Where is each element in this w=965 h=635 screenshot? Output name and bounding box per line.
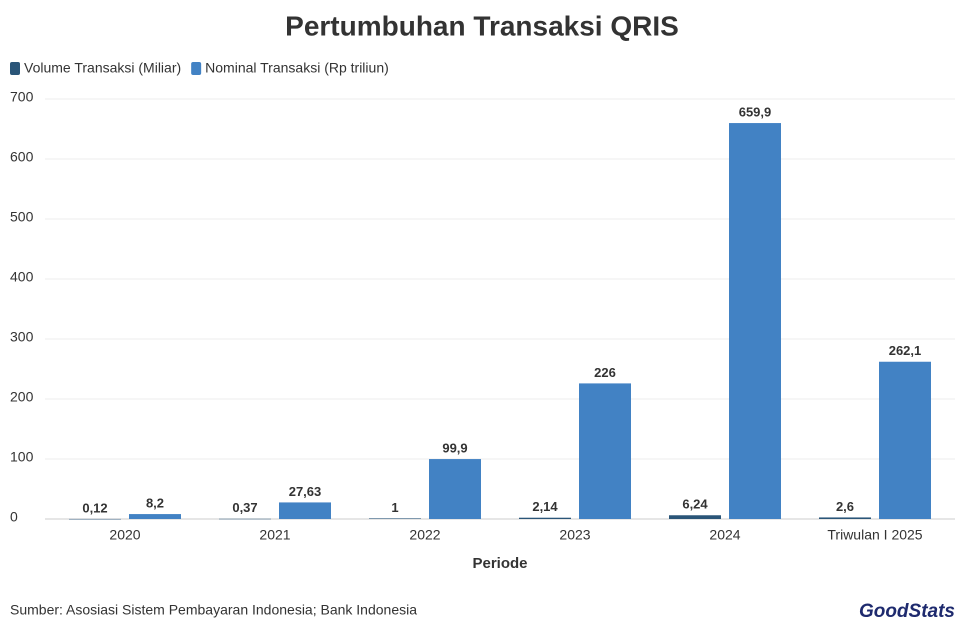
legend-label: Volume Transaksi (Miliar) <box>24 60 181 76</box>
bar <box>669 515 721 519</box>
x-axis-title: Periode <box>472 555 527 572</box>
bar <box>219 518 271 520</box>
data-label: 8,2 <box>146 496 164 511</box>
y-tick-label: 100 <box>10 449 34 465</box>
data-label: 2,14 <box>532 499 558 514</box>
x-tick-label: Triwulan I 2025 <box>827 527 922 543</box>
bar <box>279 502 331 519</box>
legend-label: Nominal Transaksi (Rp triliun) <box>205 60 389 76</box>
bar <box>579 383 631 519</box>
legend-swatch <box>10 62 20 75</box>
y-tick-label: 300 <box>10 329 34 345</box>
data-label: 99,9 <box>442 440 467 455</box>
y-tick-label: 0 <box>10 509 18 525</box>
chart-title: Pertumbuhan Transaksi QRIS <box>285 10 679 41</box>
y-tick-label: 700 <box>10 89 34 105</box>
source: Sumber: Asosiasi Sistem Pembayaran Indon… <box>10 602 417 618</box>
x-tick-label: 2024 <box>709 527 740 543</box>
data-label: 27,63 <box>289 484 322 499</box>
data-label: 659,9 <box>739 104 772 119</box>
x-tick-label: 2023 <box>559 527 590 543</box>
bar <box>819 517 871 519</box>
y-tick-label: 500 <box>10 209 34 225</box>
data-label: 0,37 <box>232 500 257 515</box>
data-label: 262,1 <box>889 343 922 358</box>
data-label: 0,12 <box>82 500 107 515</box>
y-tick-label: 200 <box>10 389 34 405</box>
data-label: 2,6 <box>836 499 854 514</box>
data-label: 226 <box>594 365 616 380</box>
bar <box>369 518 421 519</box>
logo: GoodStats <box>859 601 955 622</box>
data-label: 6,24 <box>682 497 708 512</box>
bar <box>69 518 121 520</box>
bar <box>129 514 181 519</box>
x-tick-label: 2021 <box>259 527 290 543</box>
bar <box>519 517 571 519</box>
y-tick-label: 400 <box>10 269 34 285</box>
bar <box>429 459 481 519</box>
x-tick-label: 2022 <box>409 527 440 543</box>
legend-swatch <box>191 62 202 75</box>
bar <box>879 361 931 519</box>
bar <box>729 123 781 519</box>
data-label: 1 <box>391 500 398 515</box>
x-tick-label: 2020 <box>109 527 140 543</box>
y-tick-label: 600 <box>10 149 34 165</box>
